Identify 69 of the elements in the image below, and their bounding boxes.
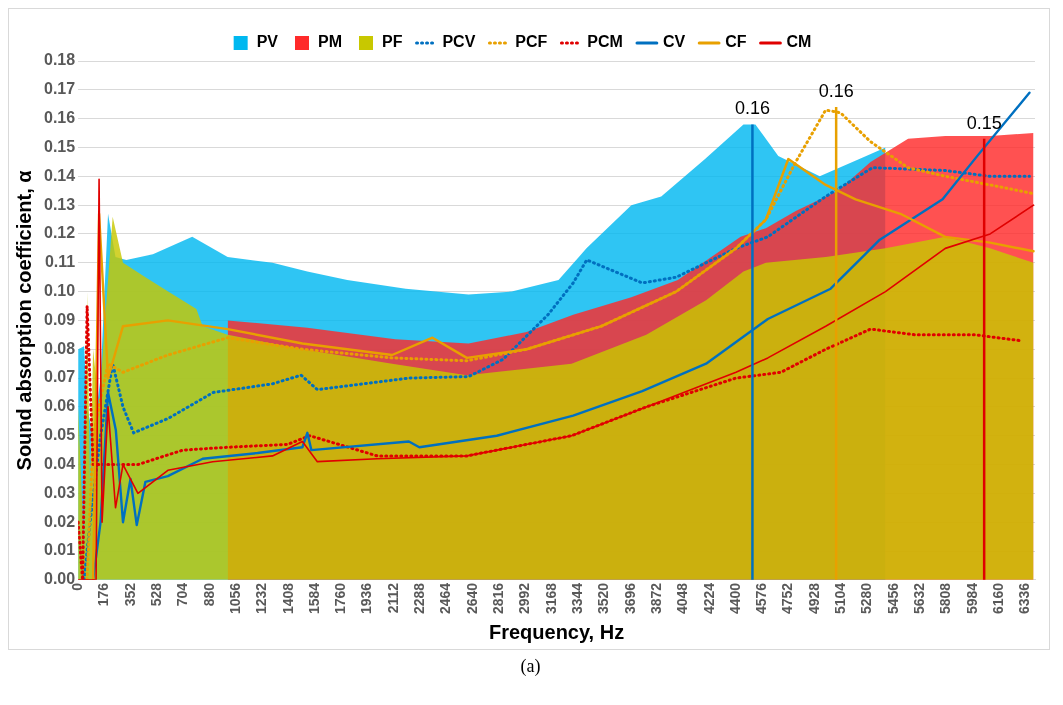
legend-label: CV — [662, 33, 686, 51]
legend-label: PF — [382, 33, 403, 51]
x-tick-label: 1584 — [305, 582, 322, 615]
x-tick-label: 3344 — [568, 582, 585, 615]
x-tick-label: 5280 — [858, 582, 875, 615]
x-tick-label: 1936 — [358, 582, 375, 615]
x-tick-label: 1760 — [332, 582, 349, 615]
x-tick-label: 3520 — [595, 582, 612, 615]
x-tick-label: 2816 — [490, 582, 507, 615]
y-tick-label: 0.04 — [44, 454, 76, 472]
legend-label: PV — [256, 33, 279, 51]
y-tick-label: 0.12 — [44, 224, 76, 242]
legend-label: CF — [725, 33, 747, 51]
legend-label: PCV — [442, 33, 476, 51]
y-tick-label: 0.09 — [44, 310, 76, 328]
x-tick-label: 352 — [121, 582, 138, 607]
legend-label: PM — [318, 33, 342, 51]
y-tick-label: 0.17 — [44, 80, 76, 98]
legend-label: CM — [786, 33, 812, 51]
y-tick-label: 0.18 — [44, 51, 76, 69]
annotation: 0.15 — [966, 112, 1002, 133]
x-tick-label: 2992 — [516, 582, 533, 615]
y-tick-label: 0.03 — [44, 483, 76, 501]
x-tick-label: 6160 — [989, 582, 1006, 615]
y-tick-label: 0.10 — [44, 282, 76, 300]
x-tick-label: 2640 — [463, 582, 480, 615]
x-tick-label: 4048 — [674, 582, 691, 615]
y-tick-label: 0.11 — [44, 253, 76, 271]
y-tick-label: 0.07 — [44, 368, 76, 386]
x-tick-label: 2288 — [411, 582, 428, 615]
y-tick-label: 0.08 — [44, 339, 76, 357]
x-tick-label: 528 — [147, 582, 164, 607]
x-tick-label: 4400 — [726, 582, 743, 615]
y-tick-label: 0.01 — [44, 541, 76, 559]
y-tick-label: 0.02 — [44, 512, 76, 530]
y-tick-label: 0.13 — [44, 195, 76, 213]
x-tick-label: 3872 — [647, 582, 664, 615]
x-tick-label: 5984 — [963, 582, 980, 615]
y-tick-label: 0.15 — [44, 137, 76, 155]
x-tick-label: 5456 — [884, 582, 901, 615]
x-tick-label: 3168 — [542, 582, 559, 615]
x-tick-label: 1408 — [279, 582, 296, 615]
x-tick-label: 4928 — [805, 582, 822, 615]
x-tick-label: 4576 — [753, 582, 770, 615]
x-tick-label: 3696 — [621, 582, 638, 615]
y-tick-label: 0.05 — [44, 426, 76, 444]
x-tick-label: 6336 — [1016, 582, 1033, 615]
x-tick-label: 4752 — [779, 582, 796, 615]
y-tick-label: 0.16 — [44, 109, 76, 127]
x-axis-title: Frequency, Hz — [488, 620, 625, 643]
y-tick-label: 0.14 — [44, 166, 76, 184]
y-axis-title: Sound absorption coefficient, α — [12, 169, 35, 471]
y-tick-label: 0.06 — [44, 397, 76, 415]
x-tick-label: 176 — [95, 582, 112, 607]
x-tick-label: 2464 — [437, 582, 454, 615]
x-tick-label: 704 — [174, 582, 191, 607]
annotation: 0.16 — [734, 98, 770, 119]
x-tick-label: 880 — [200, 582, 217, 607]
legend-label: PCM — [587, 33, 623, 51]
annotation: 0.16 — [818, 81, 854, 102]
x-tick-label: 4224 — [700, 582, 717, 615]
x-tick-label: 1232 — [253, 582, 270, 615]
x-tick-label: 2112 — [384, 582, 401, 614]
x-tick-label: 1056 — [226, 582, 243, 615]
x-tick-label: 5632 — [911, 582, 928, 615]
x-tick-label: 5808 — [937, 582, 954, 615]
legend-label: PCF — [515, 33, 548, 51]
x-tick-label: 5104 — [832, 582, 849, 615]
text: (a) — [519, 656, 542, 677]
